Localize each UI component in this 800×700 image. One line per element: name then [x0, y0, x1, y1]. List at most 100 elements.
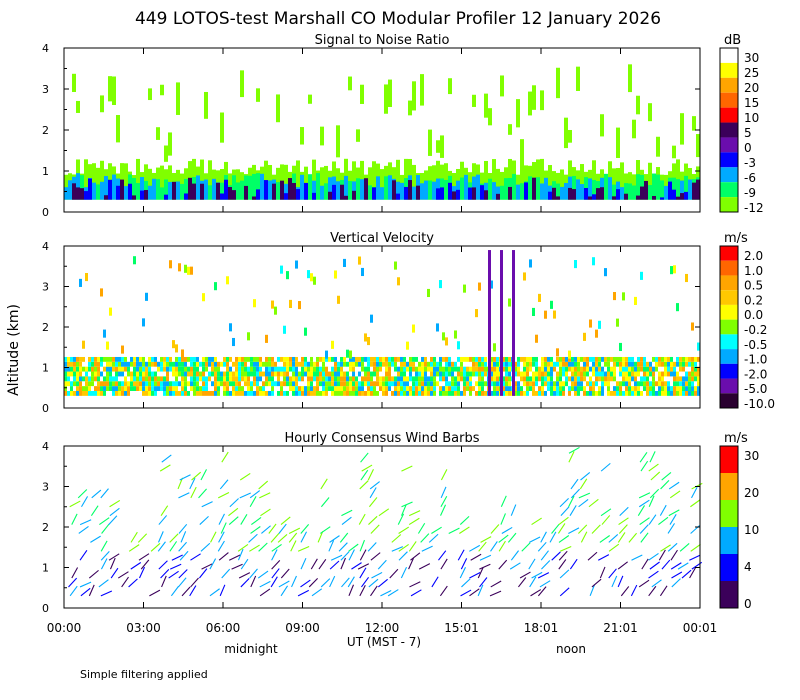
vv-cell	[184, 381, 187, 387]
snr-echo	[500, 75, 504, 97]
vv-cell	[670, 386, 673, 391]
vv-cell	[478, 366, 481, 372]
wind-barb	[71, 567, 79, 579]
vv-cell	[157, 381, 160, 387]
wind-barb	[189, 477, 196, 490]
vv-cell	[574, 356, 577, 362]
vv-cell	[652, 356, 655, 362]
vv-cell	[259, 371, 262, 377]
vv-cell	[415, 371, 418, 377]
vv-cell	[625, 361, 628, 367]
snr-echo	[276, 94, 280, 123]
vv-cell	[91, 381, 94, 387]
vv-cell	[421, 381, 424, 387]
vv-cell	[103, 376, 106, 382]
vv-cell	[232, 376, 235, 382]
wind-barb	[410, 589, 422, 597]
wind-barb	[291, 575, 297, 588]
vv-cell	[382, 361, 385, 367]
vv-cell	[514, 381, 517, 387]
vv-cell	[130, 386, 133, 391]
wind-barb	[161, 575, 167, 588]
vv-cell	[427, 390, 430, 396]
vv-cell	[382, 386, 385, 391]
vv-cell	[526, 376, 529, 382]
wind-barb	[320, 578, 331, 588]
vv-cell	[559, 371, 562, 377]
snr-column	[692, 182, 696, 200]
vv-cell	[76, 386, 79, 391]
snr-column	[252, 196, 256, 200]
vv-cell	[112, 386, 115, 391]
vv-cell	[619, 386, 622, 391]
vv-cell	[508, 298, 511, 307]
wind-barb	[179, 550, 189, 561]
vv-cell	[352, 356, 355, 362]
vv-cell	[535, 381, 538, 387]
snr-column	[312, 180, 316, 200]
vv-cell	[490, 356, 493, 362]
colorbar-label: 4	[744, 560, 752, 574]
vv-cell	[610, 376, 613, 382]
vv-cell	[313, 371, 316, 377]
wind-barb	[149, 589, 161, 597]
vv-cell	[94, 361, 97, 367]
vv-cell	[424, 381, 427, 387]
vv-cell	[523, 390, 526, 396]
vv-cell	[355, 361, 358, 367]
vv-cell	[478, 371, 481, 377]
vv-cell	[385, 371, 388, 377]
vv-cell	[556, 376, 559, 382]
vv-cell	[97, 366, 100, 372]
vv-cell	[271, 366, 274, 372]
vv-cell	[472, 366, 475, 372]
vv-cell	[439, 361, 442, 367]
snr-column	[184, 178, 188, 200]
vv-cell	[364, 356, 367, 362]
vv-cell	[157, 361, 160, 367]
vv-cell	[286, 390, 289, 396]
vv-cell	[535, 390, 538, 396]
snr-column	[544, 177, 548, 200]
vv-cell	[64, 361, 67, 367]
vv-cell	[76, 390, 79, 396]
vv-cell	[637, 356, 640, 362]
vv-cell	[541, 381, 544, 387]
vv-cell	[607, 390, 610, 396]
vv-cell	[685, 356, 688, 362]
vv-cell	[406, 341, 409, 350]
vv-cell	[271, 356, 274, 362]
colorbar-swatch	[720, 275, 738, 291]
colorbar-label: -6	[744, 171, 756, 185]
vv-cell	[619, 356, 622, 362]
vv-cell	[685, 376, 688, 382]
wind-barb	[618, 524, 628, 534]
vv-cell	[262, 381, 265, 387]
vv-cell	[166, 381, 169, 387]
wind-barb	[608, 534, 619, 543]
vv-cell	[646, 381, 649, 387]
wind-barb	[257, 570, 269, 579]
vv-cell	[373, 371, 376, 377]
vv-cell	[277, 381, 280, 387]
wind-barb	[539, 580, 551, 588]
wind-barb	[668, 481, 680, 490]
vv-cell	[550, 376, 553, 382]
wind-barb	[249, 490, 261, 499]
vv-cell	[151, 386, 154, 391]
vv-cell	[142, 386, 145, 391]
vv-cell	[514, 371, 517, 377]
vv-cell	[580, 371, 583, 377]
snr-column	[188, 177, 192, 200]
vv-cell	[250, 371, 253, 377]
colorbar-label: 30	[744, 51, 759, 65]
vv-cell	[412, 366, 415, 372]
wind-barb	[91, 489, 102, 499]
wind-barb	[221, 451, 229, 463]
vv-cell	[367, 356, 370, 362]
vv-cell	[679, 356, 682, 362]
vv-cell	[478, 390, 481, 396]
vv-cell	[307, 366, 310, 372]
y-tick-label: 2	[42, 124, 49, 137]
vv-cell	[70, 356, 73, 362]
